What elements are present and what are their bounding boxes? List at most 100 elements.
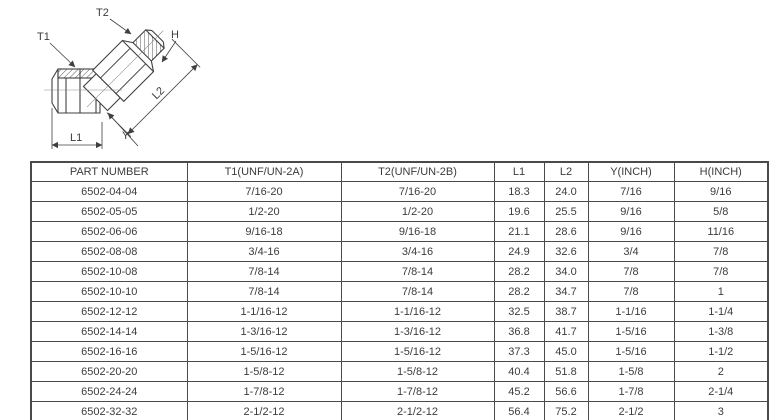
table-cell: 6502-20-20 (30, 361, 188, 382)
table-header-row: PART NUMBER T1(UNF/UN-2A) T2(UNF/UN-2B) L1 L… (30, 161, 769, 182)
table-cell: 7/16-20 (340, 181, 495, 202)
parts-spec-table: PART NUMBER T1(UNF/UN-2A) T2(UNF/UN-2B) L1 L… (30, 161, 769, 420)
table-cell: 7/8-14 (340, 281, 495, 302)
table-cell: 7/8 (587, 261, 675, 282)
table-row: 6502-20-20 1-5/8-12 1-5/8-12 40.4 51.8 1-5/8 2 (30, 361, 769, 382)
table-cell: 9/16-18 (340, 221, 495, 242)
table-cell: 38.7 (543, 301, 589, 322)
table-cell: 24.9 (493, 241, 545, 262)
leader-lines (49, 18, 177, 147)
table-cell: 6502-04-04 (30, 181, 188, 202)
table-cell: 56.6 (543, 381, 589, 402)
table-cell: 25.5 (543, 201, 589, 222)
label-l2: L2 (150, 85, 167, 102)
table-cell: 1-1/2 (673, 341, 769, 362)
table-row: 6502-32-32 2-1/2-12 2-1/2-12 56.4 75.2 2-1/2 3 (30, 401, 769, 420)
table-cell: 2-1/2-12 (340, 401, 495, 420)
table-cell: 18.3 (493, 181, 545, 202)
table-cell: 6502-06-06 (30, 221, 188, 242)
table-cell: 56.4 (493, 401, 545, 420)
column-header: T2(UNF/UN-2B) (340, 161, 495, 182)
table-cell: 6502-10-10 (30, 281, 188, 302)
table-cell: 1-5/8-12 (340, 361, 495, 382)
table-cell: 45.2 (493, 381, 545, 402)
label-y: Y (122, 130, 130, 142)
table-cell: 75.2 (543, 401, 589, 420)
table-cell: 9/16 (673, 181, 769, 202)
table-cell: 1-3/16-12 (340, 321, 495, 342)
table-cell: 6502-24-24 (30, 381, 188, 402)
table-cell: 7/8-14 (340, 261, 495, 282)
table-cell: 32.5 (493, 301, 545, 322)
table-cell: 1-1/16 (587, 301, 675, 322)
table-cell: 3/4-16 (186, 241, 342, 262)
table-cell: 1-5/8 (587, 361, 675, 382)
table-cell: 28.2 (493, 261, 545, 282)
table-cell: 1-1/4 (673, 301, 769, 322)
table-cell: 6502-32-32 (30, 401, 188, 420)
label-l1: L1 (70, 132, 82, 144)
table-cell: 6502-05-05 (30, 201, 188, 222)
table-cell: 1-5/16 (587, 321, 675, 342)
table-cell: 34.7 (543, 281, 589, 302)
column-header: H(INCH) (673, 161, 769, 182)
table-cell: 6502-12-12 (30, 301, 188, 322)
table-row: 6502-12-12 1-1/16-12 1-1/16-12 32.5 38.7 1-1/… (30, 301, 769, 322)
table-cell: 1-5/16 (587, 341, 675, 362)
table-cell: 40.4 (493, 361, 545, 382)
table-cell: 1-1/16-12 (340, 301, 495, 322)
dimension-l1 (51, 108, 103, 149)
table-cell: 2 (673, 361, 769, 382)
table-cell: 32.6 (543, 241, 589, 262)
table-row: 6502-10-08 7/8-14 7/8-14 28.2 34.0 7/8 7/8 (30, 261, 769, 282)
table-cell: 2-1/2-12 (186, 401, 342, 420)
table-cell: 1-1/16-12 (186, 301, 342, 322)
column-header: Y(INCH) (587, 161, 675, 182)
table-cell: 7/8 (673, 241, 769, 262)
column-header: PART NUMBER (30, 161, 188, 182)
table-cell: 1-3/16-12 (186, 321, 342, 342)
table-cell: 6502-10-08 (30, 261, 188, 282)
table-cell: 1/2-20 (186, 201, 342, 222)
table-cell: 7/8-14 (186, 261, 342, 282)
column-header: L1 (493, 161, 545, 182)
table-cell: 7/8 (587, 281, 675, 302)
table-cell: 6502-14-14 (30, 321, 188, 342)
table-cell: 1-5/16-12 (186, 341, 342, 362)
table-cell: 36.8 (493, 321, 545, 342)
table-cell: 1/2-20 (340, 201, 495, 222)
label-t2: T2 (96, 7, 109, 19)
table-cell: 11/16 (673, 221, 769, 242)
label-t1: T1 (37, 31, 50, 43)
table-cell: 28.2 (493, 281, 545, 302)
table-cell: 9/16-18 (186, 221, 342, 242)
table-cell: 3/4-16 (340, 241, 495, 262)
table-cell: 1 (673, 281, 769, 302)
elbow-nut-45: L2 (82, 29, 201, 137)
table-cell: 7/16-20 (186, 181, 342, 202)
table-cell: 6502-08-08 (30, 241, 188, 262)
table-cell: 7/16 (587, 181, 675, 202)
parts-table-body: 6502-04-04 7/16-20 7/16-20 18.3 24.0 7/16 9/16… (30, 181, 769, 420)
table-cell: 2-1/4 (673, 381, 769, 402)
column-header: L2 (543, 161, 589, 182)
fitting-diagram: L2 L1 T1 T2 H Y (37, 7, 201, 149)
table-cell: 34.0 (543, 261, 589, 282)
table-row: 6502-10-10 7/8-14 7/8-14 28.2 34.7 7/8 1 (30, 281, 769, 302)
table-cell: 5/8 (673, 201, 769, 222)
table-cell: 2-1/2 (587, 401, 675, 420)
table-cell: 1-5/16-12 (340, 341, 495, 362)
table-row: 6502-06-06 9/16-18 9/16-18 21.1 28.6 9/16 11/1… (30, 221, 769, 242)
table-cell: 37.3 (493, 341, 545, 362)
table-cell: 1-7/8-12 (340, 381, 495, 402)
table-cell: 45.0 (543, 341, 589, 362)
table-row: 6502-16-16 1-5/16-12 1-5/16-12 37.3 45.0 1-5/… (30, 341, 769, 362)
table-cell: 6502-16-16 (30, 341, 188, 362)
table-cell: 3/4 (587, 241, 675, 262)
table-cell: 28.6 (543, 221, 589, 242)
table-cell: 51.8 (543, 361, 589, 382)
label-h: H (171, 29, 179, 41)
table-cell: 1-7/8 (587, 381, 675, 402)
table-row: 6502-04-04 7/16-20 7/16-20 18.3 24.0 7/16 9/16 (30, 181, 769, 202)
